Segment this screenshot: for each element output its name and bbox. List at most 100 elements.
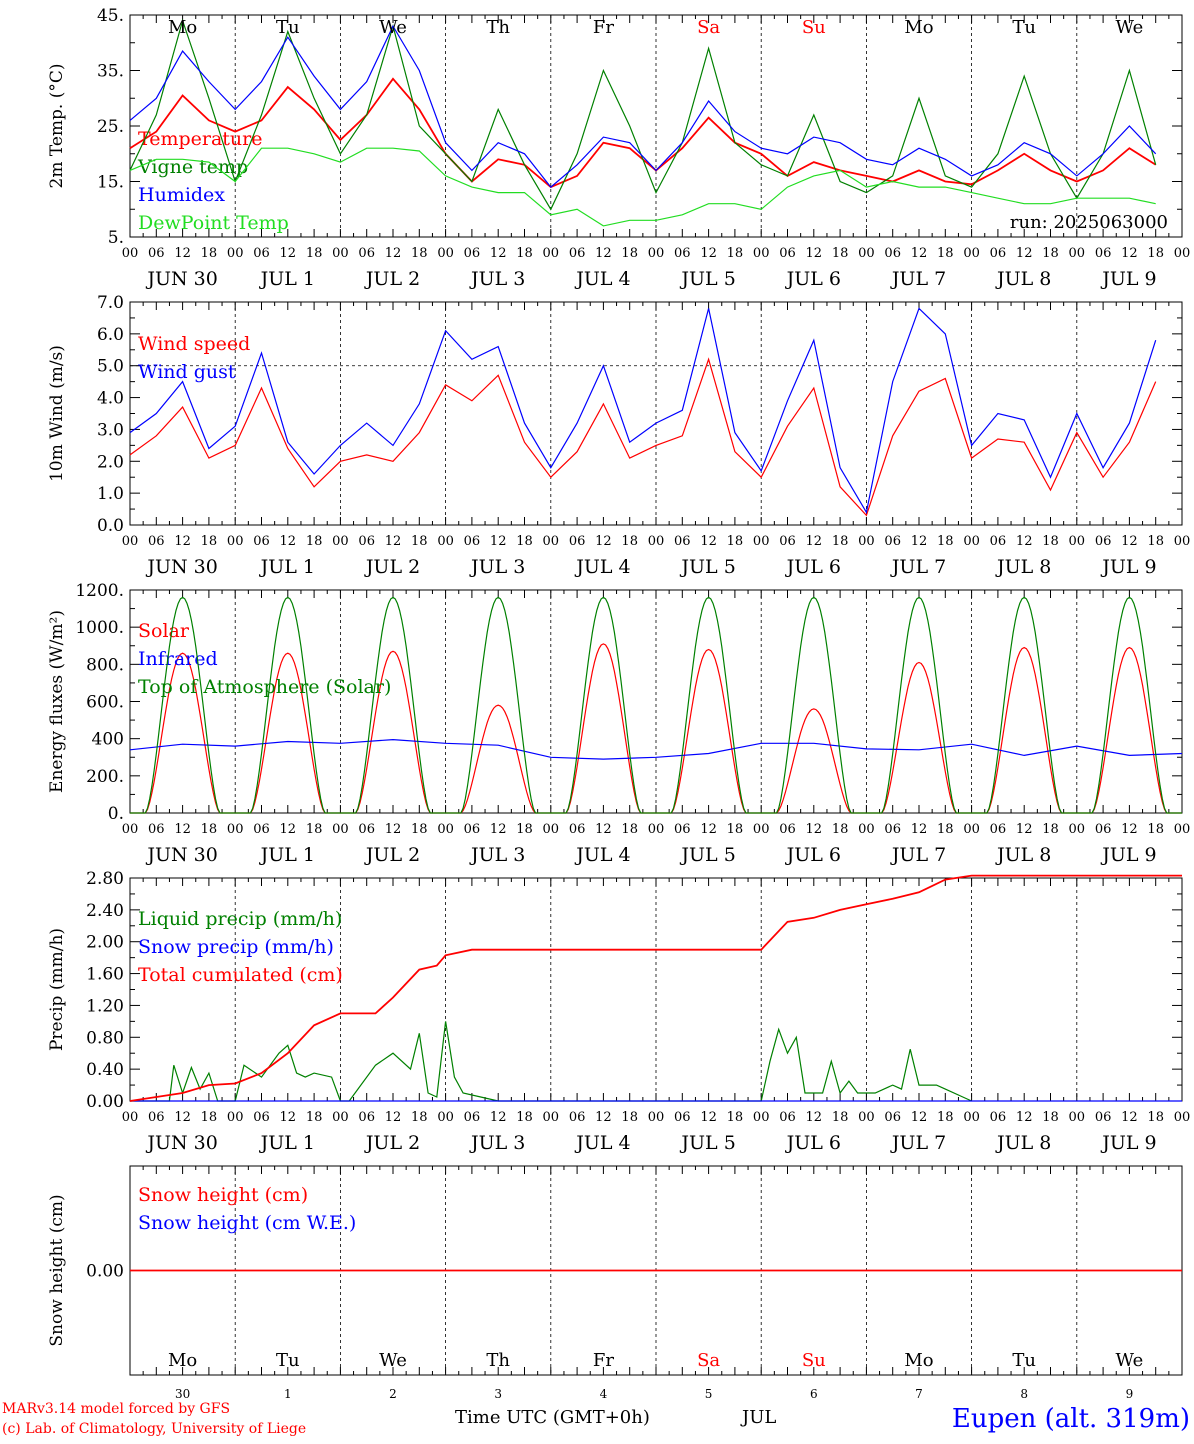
y-tick-label: 800. xyxy=(86,655,124,675)
date-label: JUL 2 xyxy=(364,844,420,866)
hour-label: 00 xyxy=(753,534,770,549)
hour-label: 06 xyxy=(464,822,481,837)
hour-label: 18 xyxy=(516,1110,533,1125)
date-label: JUN 30 xyxy=(145,1132,217,1154)
hour-label: 12 xyxy=(1121,822,1138,837)
hour-label: 00 xyxy=(332,1110,349,1125)
day-name: Fr xyxy=(593,1350,614,1371)
hour-label: 00 xyxy=(1174,534,1191,549)
date-label: JUL 7 xyxy=(890,556,946,578)
hour-label: 12 xyxy=(700,1110,717,1125)
hour-label: 06 xyxy=(884,534,901,549)
legend-label: Snow height (cm W.E.) xyxy=(138,1212,356,1234)
hour-label: 18 xyxy=(411,1110,428,1125)
hour-label: 06 xyxy=(1095,1110,1112,1125)
hour-label: 18 xyxy=(516,246,533,261)
hour-label: 06 xyxy=(1095,246,1112,261)
hour-label: 00 xyxy=(858,822,875,837)
run-annotation: run: 2025063000 xyxy=(1010,212,1168,233)
hour-label: 06 xyxy=(884,246,901,261)
hour-label: 06 xyxy=(358,534,375,549)
hour-label: 06 xyxy=(884,822,901,837)
day-name: We xyxy=(379,1350,407,1371)
y-tick-label: 15. xyxy=(97,173,124,193)
month-label: JUL xyxy=(740,1407,776,1428)
day-number: 7 xyxy=(915,1387,923,1401)
hour-label: 12 xyxy=(911,246,928,261)
hour-label: 12 xyxy=(595,822,612,837)
date-label: JUL 1 xyxy=(259,1132,315,1154)
date-label: JUL 6 xyxy=(785,1132,841,1154)
day-name: Mo xyxy=(904,1350,933,1371)
date-label: JUL 4 xyxy=(574,844,630,866)
hour-label: 06 xyxy=(990,1110,1007,1125)
y-tick-label: 1000. xyxy=(75,618,124,638)
hour-label: 06 xyxy=(148,246,165,261)
y-tick-label: 5.0 xyxy=(97,357,124,377)
hour-label: 00 xyxy=(122,1110,139,1125)
hour-label: 06 xyxy=(1095,534,1112,549)
y-axis-label: Snow height (cm) xyxy=(47,1194,67,1346)
hour-label: 06 xyxy=(779,822,796,837)
y-tick-label: 5. xyxy=(108,228,124,248)
hour-label: 18 xyxy=(411,246,428,261)
date-label: JUL 8 xyxy=(995,844,1051,866)
legend-label: Wind speed xyxy=(138,333,250,355)
panel-2: 0.0 1.0 2.0 3.0 4.0 5.0 6.0 7.0 10m Wind (m/s) Wi… xyxy=(47,293,1190,578)
hour-label: 06 xyxy=(148,822,165,837)
day-number: 6 xyxy=(810,1387,818,1401)
hour-label: 00 xyxy=(1174,1110,1191,1125)
lab-credit: (c) Lab. of Climatology, University of L… xyxy=(2,1421,306,1437)
day-name: Tu xyxy=(276,17,300,38)
hour-label: 18 xyxy=(621,534,638,549)
hour-label: 18 xyxy=(516,534,533,549)
date-label: JUL 9 xyxy=(1100,1132,1156,1154)
legend-label: Snow height (cm) xyxy=(138,1184,308,1206)
day-name: We xyxy=(1116,1350,1144,1371)
hour-label: 12 xyxy=(1121,534,1138,549)
series-line xyxy=(129,874,1182,1102)
y-tick-label: 1.60 xyxy=(86,965,124,985)
hour-label: 00 xyxy=(753,1110,770,1125)
day-name: Mo xyxy=(904,17,933,38)
y-axis-label: Energy fluxes (W/m²) xyxy=(47,610,67,793)
day-number: 8 xyxy=(1020,1387,1028,1401)
hour-label: 00 xyxy=(122,822,139,837)
hour-label: 06 xyxy=(253,246,270,261)
legend-label: Infrared xyxy=(138,648,218,670)
hour-label: 18 xyxy=(306,534,323,549)
day-number: 9 xyxy=(1126,1387,1134,1401)
series-line xyxy=(129,738,1183,760)
y-tick-label: 600. xyxy=(86,693,124,713)
hour-label: 18 xyxy=(306,246,323,261)
y-tick-label: 0.00 xyxy=(86,1092,124,1112)
hour-label: 00 xyxy=(543,1110,560,1125)
legend-label: DewPoint Temp xyxy=(138,212,289,234)
hour-label: 06 xyxy=(674,822,691,837)
hour-label: 12 xyxy=(385,246,402,261)
hour-label: 00 xyxy=(1174,246,1191,261)
y-tick-label: 0. xyxy=(108,804,124,824)
hour-label: 12 xyxy=(1016,246,1033,261)
day-number: 30 xyxy=(175,1387,190,1401)
day-name: Mo xyxy=(168,1350,197,1371)
date-label: JUN 30 xyxy=(145,268,217,290)
y-tick-label: 1.0 xyxy=(97,484,124,504)
hour-label: 00 xyxy=(1069,246,1086,261)
hour-label: 18 xyxy=(1147,246,1164,261)
hour-label: 06 xyxy=(569,822,586,837)
hour-label: 18 xyxy=(201,1110,218,1125)
hour-label: 06 xyxy=(148,1110,165,1125)
hour-label: 18 xyxy=(937,246,954,261)
hour-label: 06 xyxy=(358,822,375,837)
hour-label: 18 xyxy=(832,534,849,549)
hour-label: 06 xyxy=(990,534,1007,549)
panel-1: 5. 15. 25. 35. 45. 2m Temp. (°C) Temperature Vi… xyxy=(47,6,1190,290)
y-tick-label: 2.80 xyxy=(86,869,124,889)
date-label: JUL 2 xyxy=(364,556,420,578)
hour-label: 00 xyxy=(437,822,454,837)
hour-label: 00 xyxy=(332,534,349,549)
hour-label: 18 xyxy=(1042,822,1059,837)
date-label: JUL 3 xyxy=(469,1132,525,1154)
